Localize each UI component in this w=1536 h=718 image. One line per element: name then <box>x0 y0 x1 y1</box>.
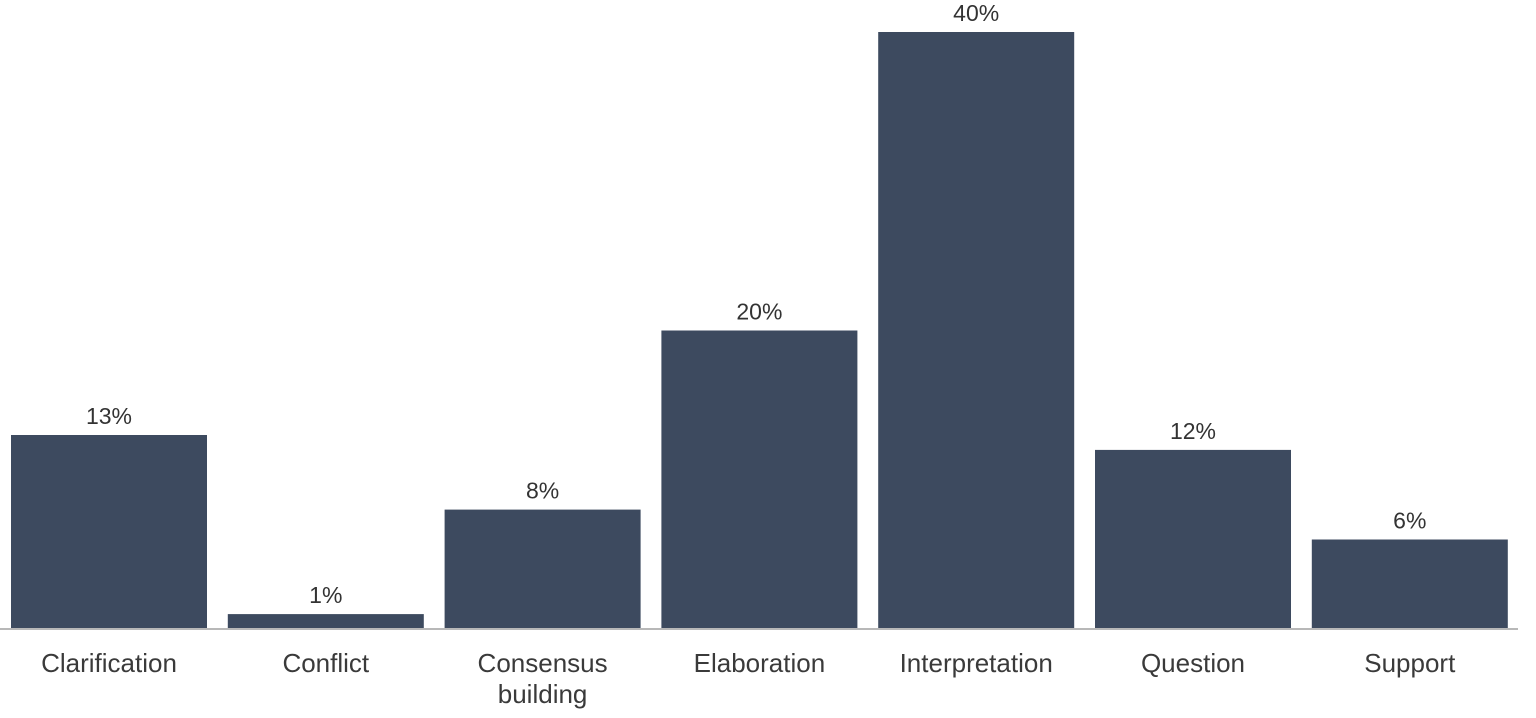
category-label-5: Question <box>1141 648 1245 678</box>
bar-5 <box>1095 449 1291 629</box>
category-label-0: Clarification <box>41 648 177 678</box>
value-label-4: 40% <box>953 0 999 26</box>
value-label-1: 1% <box>309 582 342 608</box>
bars-group <box>11 32 1508 630</box>
value-label-3: 20% <box>736 299 782 325</box>
value-label-5: 12% <box>1170 418 1216 444</box>
category-label-2: Consensus building <box>478 648 608 709</box>
bar-4 <box>878 32 1075 629</box>
category-label-4: Interpretation <box>900 648 1053 678</box>
category-label-6: Support <box>1364 648 1456 678</box>
category-label-3: Elaboration <box>694 648 826 678</box>
value-label-2: 8% <box>526 478 559 504</box>
bar-2 <box>444 509 641 629</box>
value-label-6: 6% <box>1393 508 1426 534</box>
bar-6 <box>1311 539 1508 630</box>
category-labels-group: Clarification Conflict Consensus building El… <box>41 648 1456 709</box>
bar-3 <box>661 330 858 629</box>
value-labels-group: 13% 1% 8% 20% 40% 12% 6% <box>86 0 1426 608</box>
bar-1 <box>227 614 424 629</box>
bar-0 <box>11 435 207 629</box>
category-label-1: Conflict <box>282 648 369 678</box>
value-label-0: 13% <box>86 403 132 429</box>
